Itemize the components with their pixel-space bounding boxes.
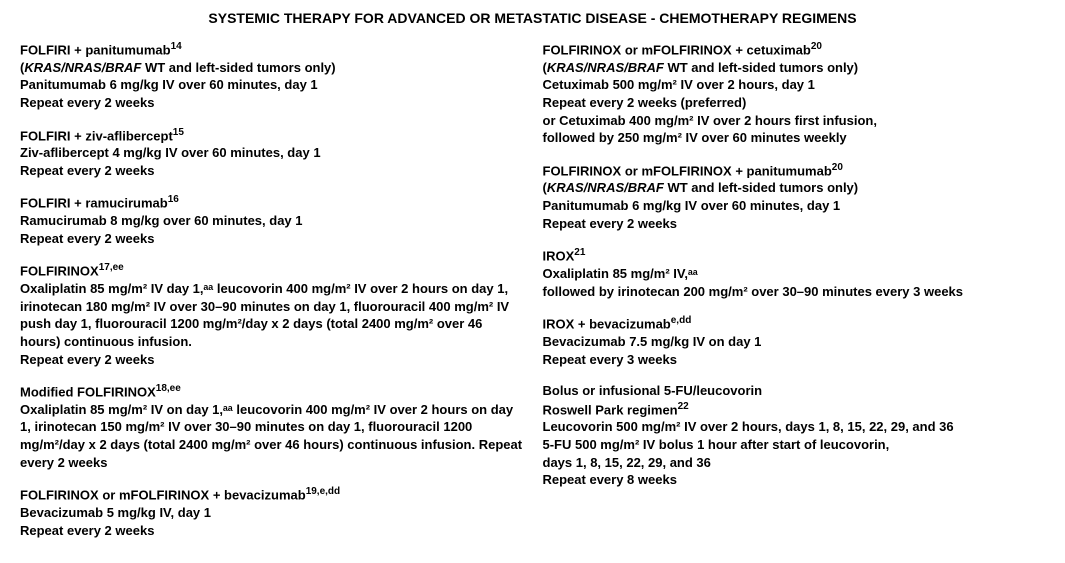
regimen-title: FOLFIRINOX or mFOLFIRINOX + cetuximab20 [543,40,1046,59]
regimen-title: FOLFIRI + ziv-aflibercept15 [20,126,523,145]
regimen-line: days 1, 8, 15, 22, 29, and 36 [543,454,1046,472]
regimen-title: IROX21 [543,246,1046,265]
regimen-title: FOLFIRINOX or mFOLFIRINOX + panitumumab2… [543,161,1046,180]
regimen-line: Repeat every 2 weeks [20,351,523,369]
regimen-block: IROX21Oxaliplatin 85 mg/m² IV,ᵃᵃfollowed… [543,246,1046,300]
regimen-line: Oxaliplatin 85 mg/m² IV,ᵃᵃ [543,265,1046,283]
regimen-block: IROX + bevacizumabe,ddBevacizumab 7.5 mg… [543,314,1046,368]
regimen-line: Repeat every 2 weeks [20,94,523,112]
regimen-title: FOLFIRINOX or mFOLFIRINOX + bevacizumab1… [20,485,523,504]
regimen-line: Bevacizumab 5 mg/kg IV, day 1 [20,504,523,522]
regimen-line: Panitumumab 6 mg/kg IV over 60 minutes, … [20,76,523,94]
regimen-block: FOLFIRI + panitumumab14(KRAS/NRAS/BRAF W… [20,40,523,112]
regimen-line: Repeat every 2 weeks (preferred) [543,94,1046,112]
regimen-block: FOLFIRI + ziv-aflibercept15Ziv-afliberce… [20,126,523,180]
regimen-line: or Cetuximab 400 mg/m² IV over 2 hours f… [543,112,1046,130]
regimen-line: followed by 250 mg/m² IV over 60 minutes… [543,129,1046,147]
regimen-line: followed by irinotecan 200 mg/m² over 30… [543,283,1046,301]
regimen-line: Bevacizumab 7.5 mg/kg IV on day 1 [543,333,1046,351]
regimen-block: FOLFIRI + ramucirumab16Ramucirumab 8 mg/… [20,193,523,247]
regimen-title: FOLFIRINOX17,ee [20,261,523,280]
regimen-line: Repeat every 2 weeks [20,522,523,540]
regimen-line: Repeat every 2 weeks [20,162,523,180]
regimen-line: Oxaliplatin 85 mg/m² IV on day 1,ᵃᵃ leuc… [20,401,523,471]
regimen-title: Modified FOLFIRINOX18,ee [20,382,523,401]
regimen-block: FOLFIRINOX or mFOLFIRINOX + panitumumab2… [543,161,1046,233]
regimen-line: Cetuximab 500 mg/m² IV over 2 hours, day… [543,76,1046,94]
page-title: SYSTEMIC THERAPY FOR ADVANCED OR METASTA… [20,10,1045,26]
regimen-line: (KRAS/NRAS/BRAF WT and left-sided tumors… [20,59,523,77]
regimen-line: Ziv-aflibercept 4 mg/kg IV over 60 minut… [20,144,523,162]
regimen-line: (KRAS/NRAS/BRAF WT and left-sided tumors… [543,59,1046,77]
regimen-block: FOLFIRINOX or mFOLFIRINOX + cetuximab20(… [543,40,1046,147]
regimen-line: Leucovorin 500 mg/m² IV over 2 hours, da… [543,418,1046,436]
regimen-title: FOLFIRI + panitumumab14 [20,40,523,59]
regimen-line: Panitumumab 6 mg/kg IV over 60 minutes, … [543,197,1046,215]
regimen-line: Repeat every 3 weeks [543,351,1046,369]
regimen-title: IROX + bevacizumabe,dd [543,314,1046,333]
regimen-line: Repeat every 2 weeks [20,230,523,248]
regimen-line: (KRAS/NRAS/BRAF WT and left-sided tumors… [543,179,1046,197]
regimen-block: Modified FOLFIRINOX18,eeOxaliplatin 85 m… [20,382,523,471]
content-columns: FOLFIRI + panitumumab14(KRAS/NRAS/BRAF W… [20,40,1045,553]
regimen-line: Oxaliplatin 85 mg/m² IV day 1,ᵃᵃ leucovo… [20,280,523,350]
regimen-line: Repeat every 8 weeks [543,471,1046,489]
left-column: FOLFIRI + panitumumab14(KRAS/NRAS/BRAF W… [20,40,523,553]
regimen-line: 5-FU 500 mg/m² IV bolus 1 hour after sta… [543,436,1046,454]
regimen-line: Roswell Park regimen22 [543,400,1046,419]
regimen-line: Ramucirumab 8 mg/kg over 60 minutes, day… [20,212,523,230]
regimen-title: Bolus or infusional 5-FU/leucovorin [543,382,1046,400]
regimen-line: Repeat every 2 weeks [543,215,1046,233]
regimen-title: FOLFIRI + ramucirumab16 [20,193,523,212]
regimen-block: FOLFIRINOX or mFOLFIRINOX + bevacizumab1… [20,485,523,539]
right-column: FOLFIRINOX or mFOLFIRINOX + cetuximab20(… [543,40,1046,553]
regimen-block: FOLFIRINOX17,eeOxaliplatin 85 mg/m² IV d… [20,261,523,368]
regimen-block: Bolus or infusional 5-FU/leucovorinRoswe… [543,382,1046,489]
